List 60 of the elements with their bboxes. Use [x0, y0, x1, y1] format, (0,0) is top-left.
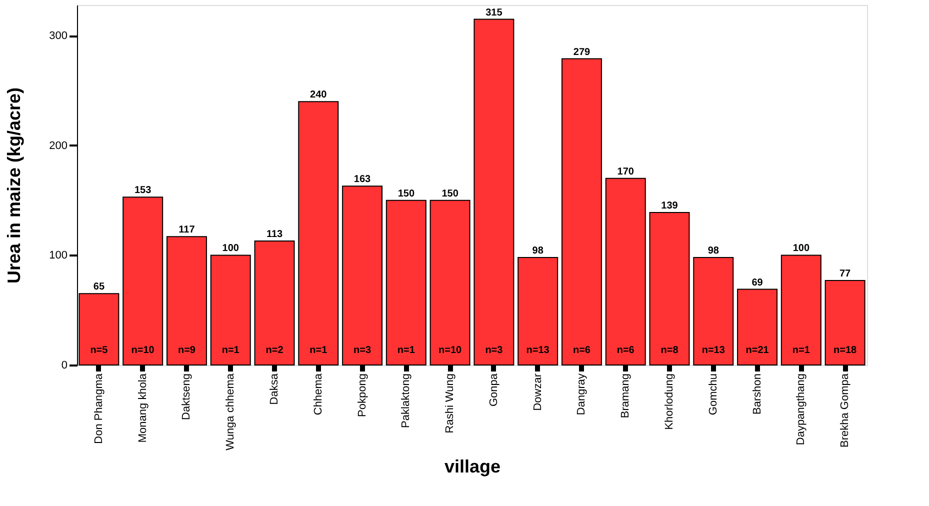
data-label: 98	[708, 245, 720, 256]
x-tick-label: Chhema	[312, 372, 324, 416]
y-axis-title: Urea in maize (kg/acre)	[4, 87, 24, 284]
data-label: 139	[661, 200, 678, 212]
annotation: n=2	[266, 345, 284, 356]
x-tick-label: Dangray	[576, 373, 588, 416]
x-tick-label: Monang khola	[136, 372, 149, 443]
x-tick-label: Barshon	[751, 374, 764, 414]
annotation: n=18	[834, 345, 858, 356]
x-axis-title: village	[444, 456, 501, 476]
x-tick-label: Brekha Gompa	[839, 372, 852, 448]
data-label: 150	[442, 188, 459, 200]
data-label: 163	[354, 174, 372, 186]
data-label: 279	[573, 46, 590, 58]
x-tick-label: Gomchu	[707, 374, 720, 416]
annotation: n=1	[310, 345, 328, 356]
y-tick-label: 300	[49, 30, 68, 42]
annotation: n=8	[660, 345, 679, 356]
data-label: 315	[486, 7, 503, 18]
x-tick-label: Rashi Wung	[444, 374, 456, 434]
x-tick-label: Daktseng	[180, 374, 193, 420]
data-label: 100	[222, 243, 240, 254]
x-tick-label: Wunga chhema	[224, 372, 237, 450]
x-tick-label: Khorlodung	[664, 374, 676, 430]
data-label: 113	[266, 228, 283, 240]
y-tick-label: 0	[61, 360, 68, 372]
y-tick-label: 100	[49, 250, 68, 262]
annotation: n=9	[178, 345, 196, 356]
x-tick-label: Paklaktong	[400, 374, 412, 428]
data-label: 170	[617, 166, 634, 178]
annotation: n=10	[131, 345, 155, 356]
data-label: 69	[752, 277, 764, 288]
x-tick-label: Don Phangma	[92, 372, 105, 444]
annotation: n=10	[438, 345, 462, 356]
annotation: n=5	[90, 345, 108, 356]
x-tick-label: Pokpong	[356, 374, 368, 417]
annotation: n=1	[222, 345, 240, 356]
data-label: 98	[532, 245, 544, 256]
x-tick-label: Gonpa	[488, 372, 500, 407]
x-tick-label: Daypangthang	[795, 374, 808, 446]
annotation: n=3	[354, 345, 372, 356]
x-tick-label: Bramang	[620, 374, 632, 418]
annotation: n=6	[616, 345, 635, 356]
x-tick-label: Daksa	[268, 372, 280, 405]
y-tick-label: 200	[49, 140, 68, 152]
annotation: n=21	[746, 345, 770, 356]
annotation: n=1	[792, 345, 810, 356]
annotation: n=13	[526, 345, 550, 356]
annotation: n=3	[485, 345, 504, 356]
data-label: 117	[178, 224, 196, 236]
annotation: n=1	[397, 345, 416, 356]
data-label: 65	[93, 282, 105, 293]
data-label: 153	[134, 185, 152, 196]
annotation: n=13	[702, 345, 726, 356]
data-label: 100	[792, 243, 810, 254]
data-label: 77	[839, 268, 852, 280]
x-tick-label: Dowzar	[532, 373, 544, 411]
data-label: 240	[310, 90, 328, 101]
annotation: n=6	[572, 345, 591, 356]
data-label: 150	[398, 188, 415, 200]
